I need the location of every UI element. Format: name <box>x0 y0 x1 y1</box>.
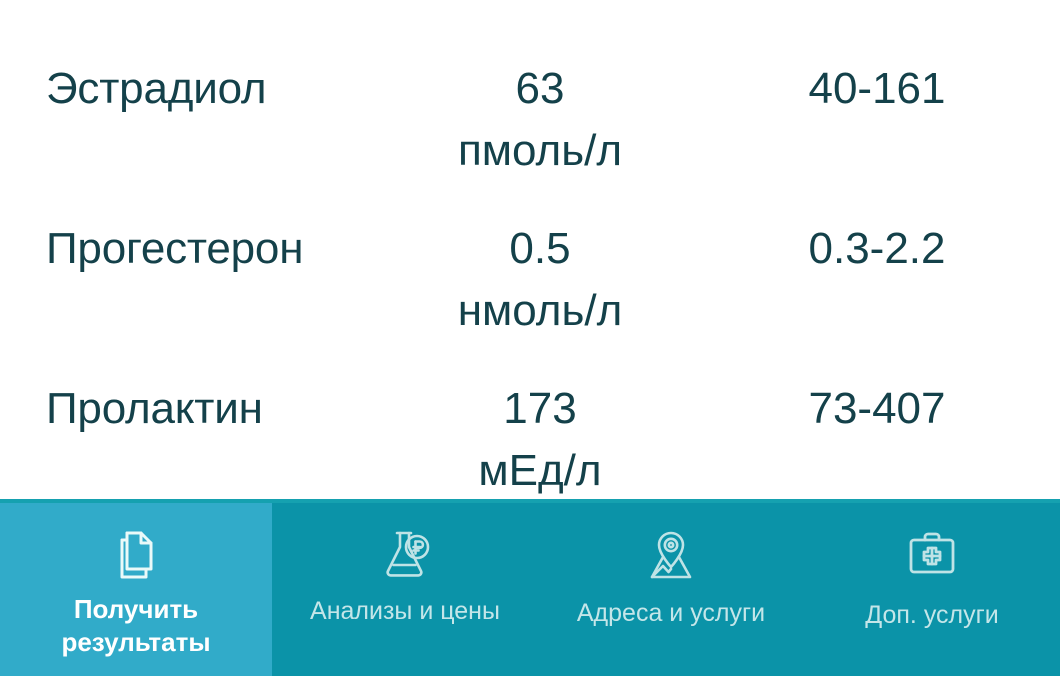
tab-addresses-and-services[interactable]: Адреса и услуги <box>538 503 804 676</box>
bottom-navigation-bar: Получить результаты Анализы и цены <box>0 499 1060 676</box>
reference-range: 0.3-2.2 <box>808 224 946 273</box>
tab-analyses-and-prices[interactable]: Анализы и цены <box>272 503 538 676</box>
tab-label: Анализы и цены <box>310 597 500 625</box>
result-value: 63 <box>515 64 565 113</box>
analyte-name: Эстрадиол <box>46 64 267 113</box>
tab-label: Доп. услуги <box>865 601 999 629</box>
table-row: Эстрадиол 63 пмоль/л 40-161 <box>0 58 1060 218</box>
lab-results-table: Эстрадиол 63 пмоль/л 40-161 Прогестерон … <box>0 58 1060 500</box>
reference-range: 40-161 <box>808 64 946 113</box>
table-row: Прогестерон 0.5 нмоль/л 0.3-2.2 <box>0 218 1060 378</box>
tab-label: Получить результаты <box>61 594 211 657</box>
tab-label: Адреса и услуги <box>576 599 766 627</box>
analyte-result: 0.5 нмоль/л <box>390 218 690 342</box>
analyte-result: 63 пмоль/л <box>390 58 690 182</box>
table-row: Пролактин 173 мЕд/л 73-407 <box>0 378 1060 500</box>
tab-extra-services[interactable]: Доп. услуги <box>804 503 1060 676</box>
map-pin-icon <box>641 525 701 585</box>
flask-ruble-icon <box>375 525 435 585</box>
result-value: 0.5 <box>509 224 571 273</box>
result-unit: мЕд/л <box>478 446 602 495</box>
documents-icon <box>106 525 166 585</box>
result-unit: пмоль/л <box>457 126 623 175</box>
result-unit: нмоль/л <box>457 286 623 335</box>
reference-range: 73-407 <box>808 384 946 433</box>
analyte-name: Пролактин <box>46 384 263 433</box>
analyte-name: Прогестерон <box>46 224 304 273</box>
tab-get-results[interactable]: Получить результаты <box>0 503 272 676</box>
medical-kit-icon <box>902 525 962 585</box>
analyte-result: 173 мЕд/л <box>390 378 690 500</box>
result-value: 173 <box>503 384 577 433</box>
lab-results-rows: Эстрадиол 63 пмоль/л 40-161 Прогестерон … <box>0 58 1060 500</box>
